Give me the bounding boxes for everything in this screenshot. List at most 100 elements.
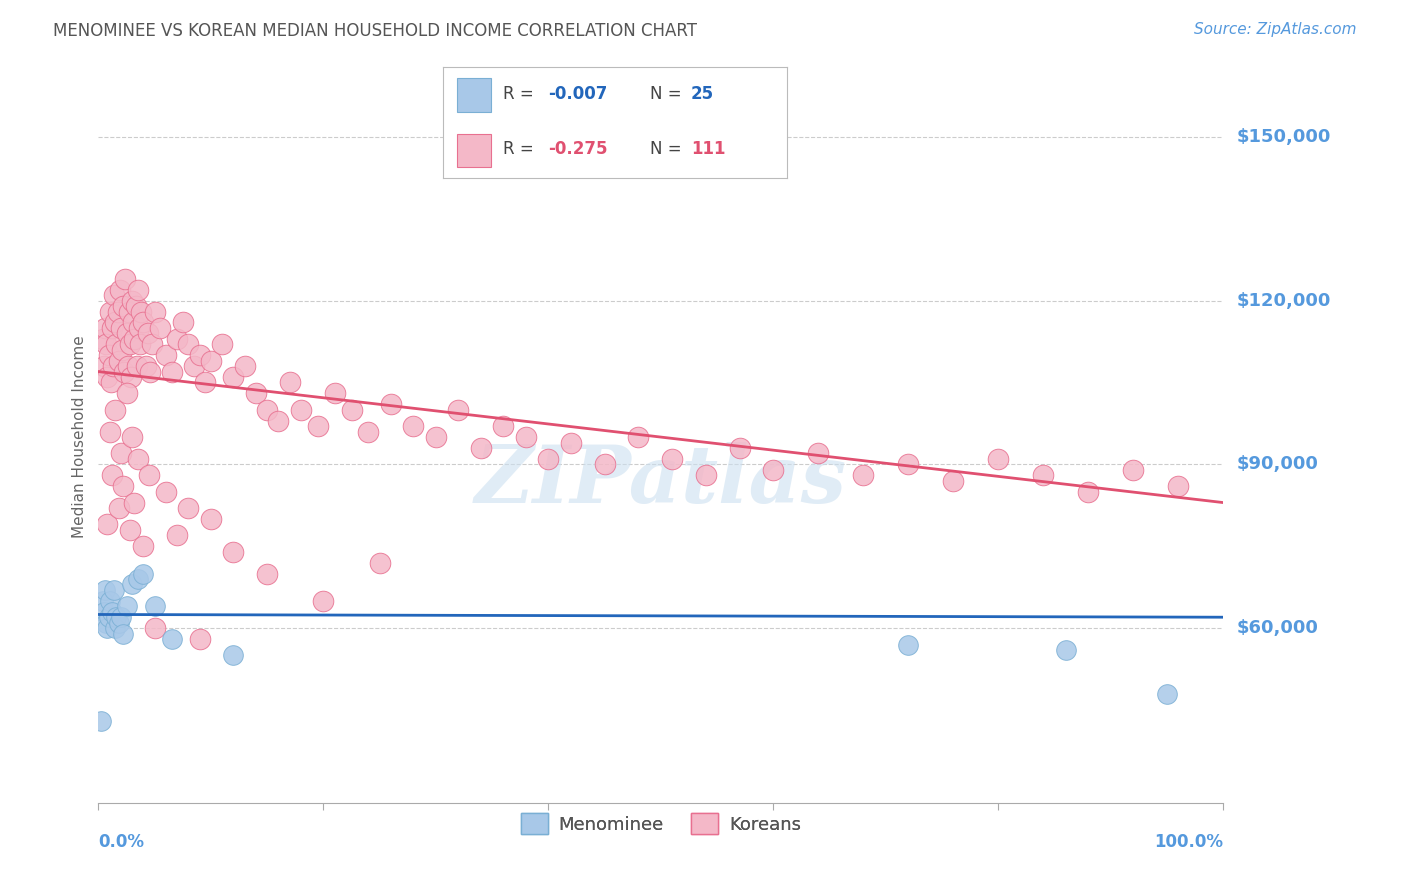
- Point: [728, 441, 751, 455]
- Point: [942, 474, 965, 488]
- Point: [807, 446, 830, 460]
- Point: [124, 332, 146, 346]
- Point: [93, 605, 115, 619]
- Point: [96, 370, 118, 384]
- Point: [1167, 479, 1189, 493]
- Point: [91, 332, 114, 346]
- Point: [200, 512, 222, 526]
- Point: [98, 304, 121, 318]
- Point: [121, 577, 143, 591]
- Point: [160, 632, 183, 646]
- Text: R =: R =: [503, 85, 538, 103]
- Point: [129, 304, 152, 318]
- Point: [105, 610, 128, 624]
- Point: [340, 402, 363, 417]
- Point: [118, 337, 141, 351]
- Point: [112, 365, 135, 379]
- Point: [897, 458, 920, 472]
- Point: [96, 615, 118, 630]
- Point: [312, 594, 335, 608]
- Point: [177, 501, 200, 516]
- Point: [380, 397, 402, 411]
- Point: [110, 446, 132, 460]
- Bar: [457, 78, 491, 112]
- Point: [560, 435, 582, 450]
- Point: [256, 566, 278, 581]
- Point: [127, 451, 149, 466]
- Text: 0.0%: 0.0%: [98, 833, 145, 851]
- Point: [96, 517, 118, 532]
- Point: [103, 288, 125, 302]
- Point: [661, 451, 683, 466]
- Point: [470, 441, 492, 455]
- Point: [515, 430, 537, 444]
- Point: [278, 376, 301, 390]
- Point: [107, 353, 129, 368]
- Point: [149, 321, 172, 335]
- Point: [127, 572, 149, 586]
- Point: [222, 648, 245, 663]
- Text: $120,000: $120,000: [1237, 292, 1331, 310]
- Point: [101, 359, 124, 373]
- Point: [108, 283, 131, 297]
- Point: [537, 451, 560, 466]
- Point: [107, 501, 129, 516]
- Point: [127, 283, 149, 297]
- Text: ZIPatlas: ZIPatlas: [475, 442, 846, 520]
- Point: [447, 402, 470, 417]
- Point: [98, 425, 121, 439]
- Point: [121, 293, 143, 308]
- Point: [91, 594, 114, 608]
- Text: 100.0%: 100.0%: [1154, 833, 1223, 851]
- Point: [115, 386, 138, 401]
- Point: [897, 638, 920, 652]
- Point: [128, 321, 150, 335]
- Point: [90, 714, 112, 728]
- Point: [143, 304, 166, 318]
- Point: [98, 594, 121, 608]
- Point: [103, 582, 125, 597]
- Text: R =: R =: [503, 140, 538, 159]
- Point: [125, 359, 148, 373]
- Point: [695, 468, 717, 483]
- Point: [112, 299, 135, 313]
- Point: [139, 365, 162, 379]
- Point: [104, 621, 127, 635]
- Point: [114, 272, 136, 286]
- Point: [117, 359, 139, 373]
- Point: [112, 479, 135, 493]
- Point: [96, 337, 118, 351]
- Point: [112, 626, 135, 640]
- Point: [97, 348, 120, 362]
- Point: [183, 359, 205, 373]
- Point: [160, 365, 183, 379]
- Point: [188, 632, 211, 646]
- Point: [1032, 468, 1054, 483]
- Point: [120, 370, 142, 384]
- Point: [492, 419, 515, 434]
- Point: [100, 376, 122, 390]
- Y-axis label: Median Household Income: Median Household Income: [72, 335, 87, 539]
- Point: [307, 419, 329, 434]
- Point: [101, 468, 124, 483]
- Text: $90,000: $90,000: [1237, 456, 1319, 474]
- Point: [94, 321, 117, 335]
- Point: [177, 337, 200, 351]
- Point: [233, 359, 256, 373]
- Legend: Menominee, Koreans: Menominee, Koreans: [513, 806, 808, 841]
- Point: [852, 468, 875, 483]
- Point: [136, 326, 159, 341]
- Point: [104, 402, 127, 417]
- Point: [104, 315, 127, 329]
- Point: [124, 299, 146, 313]
- Point: [143, 599, 166, 614]
- Point: [122, 315, 145, 329]
- Point: [256, 402, 278, 417]
- Point: [118, 304, 141, 318]
- Point: [1156, 687, 1178, 701]
- Point: [129, 337, 152, 351]
- Point: [121, 430, 143, 444]
- Point: [111, 343, 134, 357]
- Point: [425, 430, 447, 444]
- Point: [97, 610, 120, 624]
